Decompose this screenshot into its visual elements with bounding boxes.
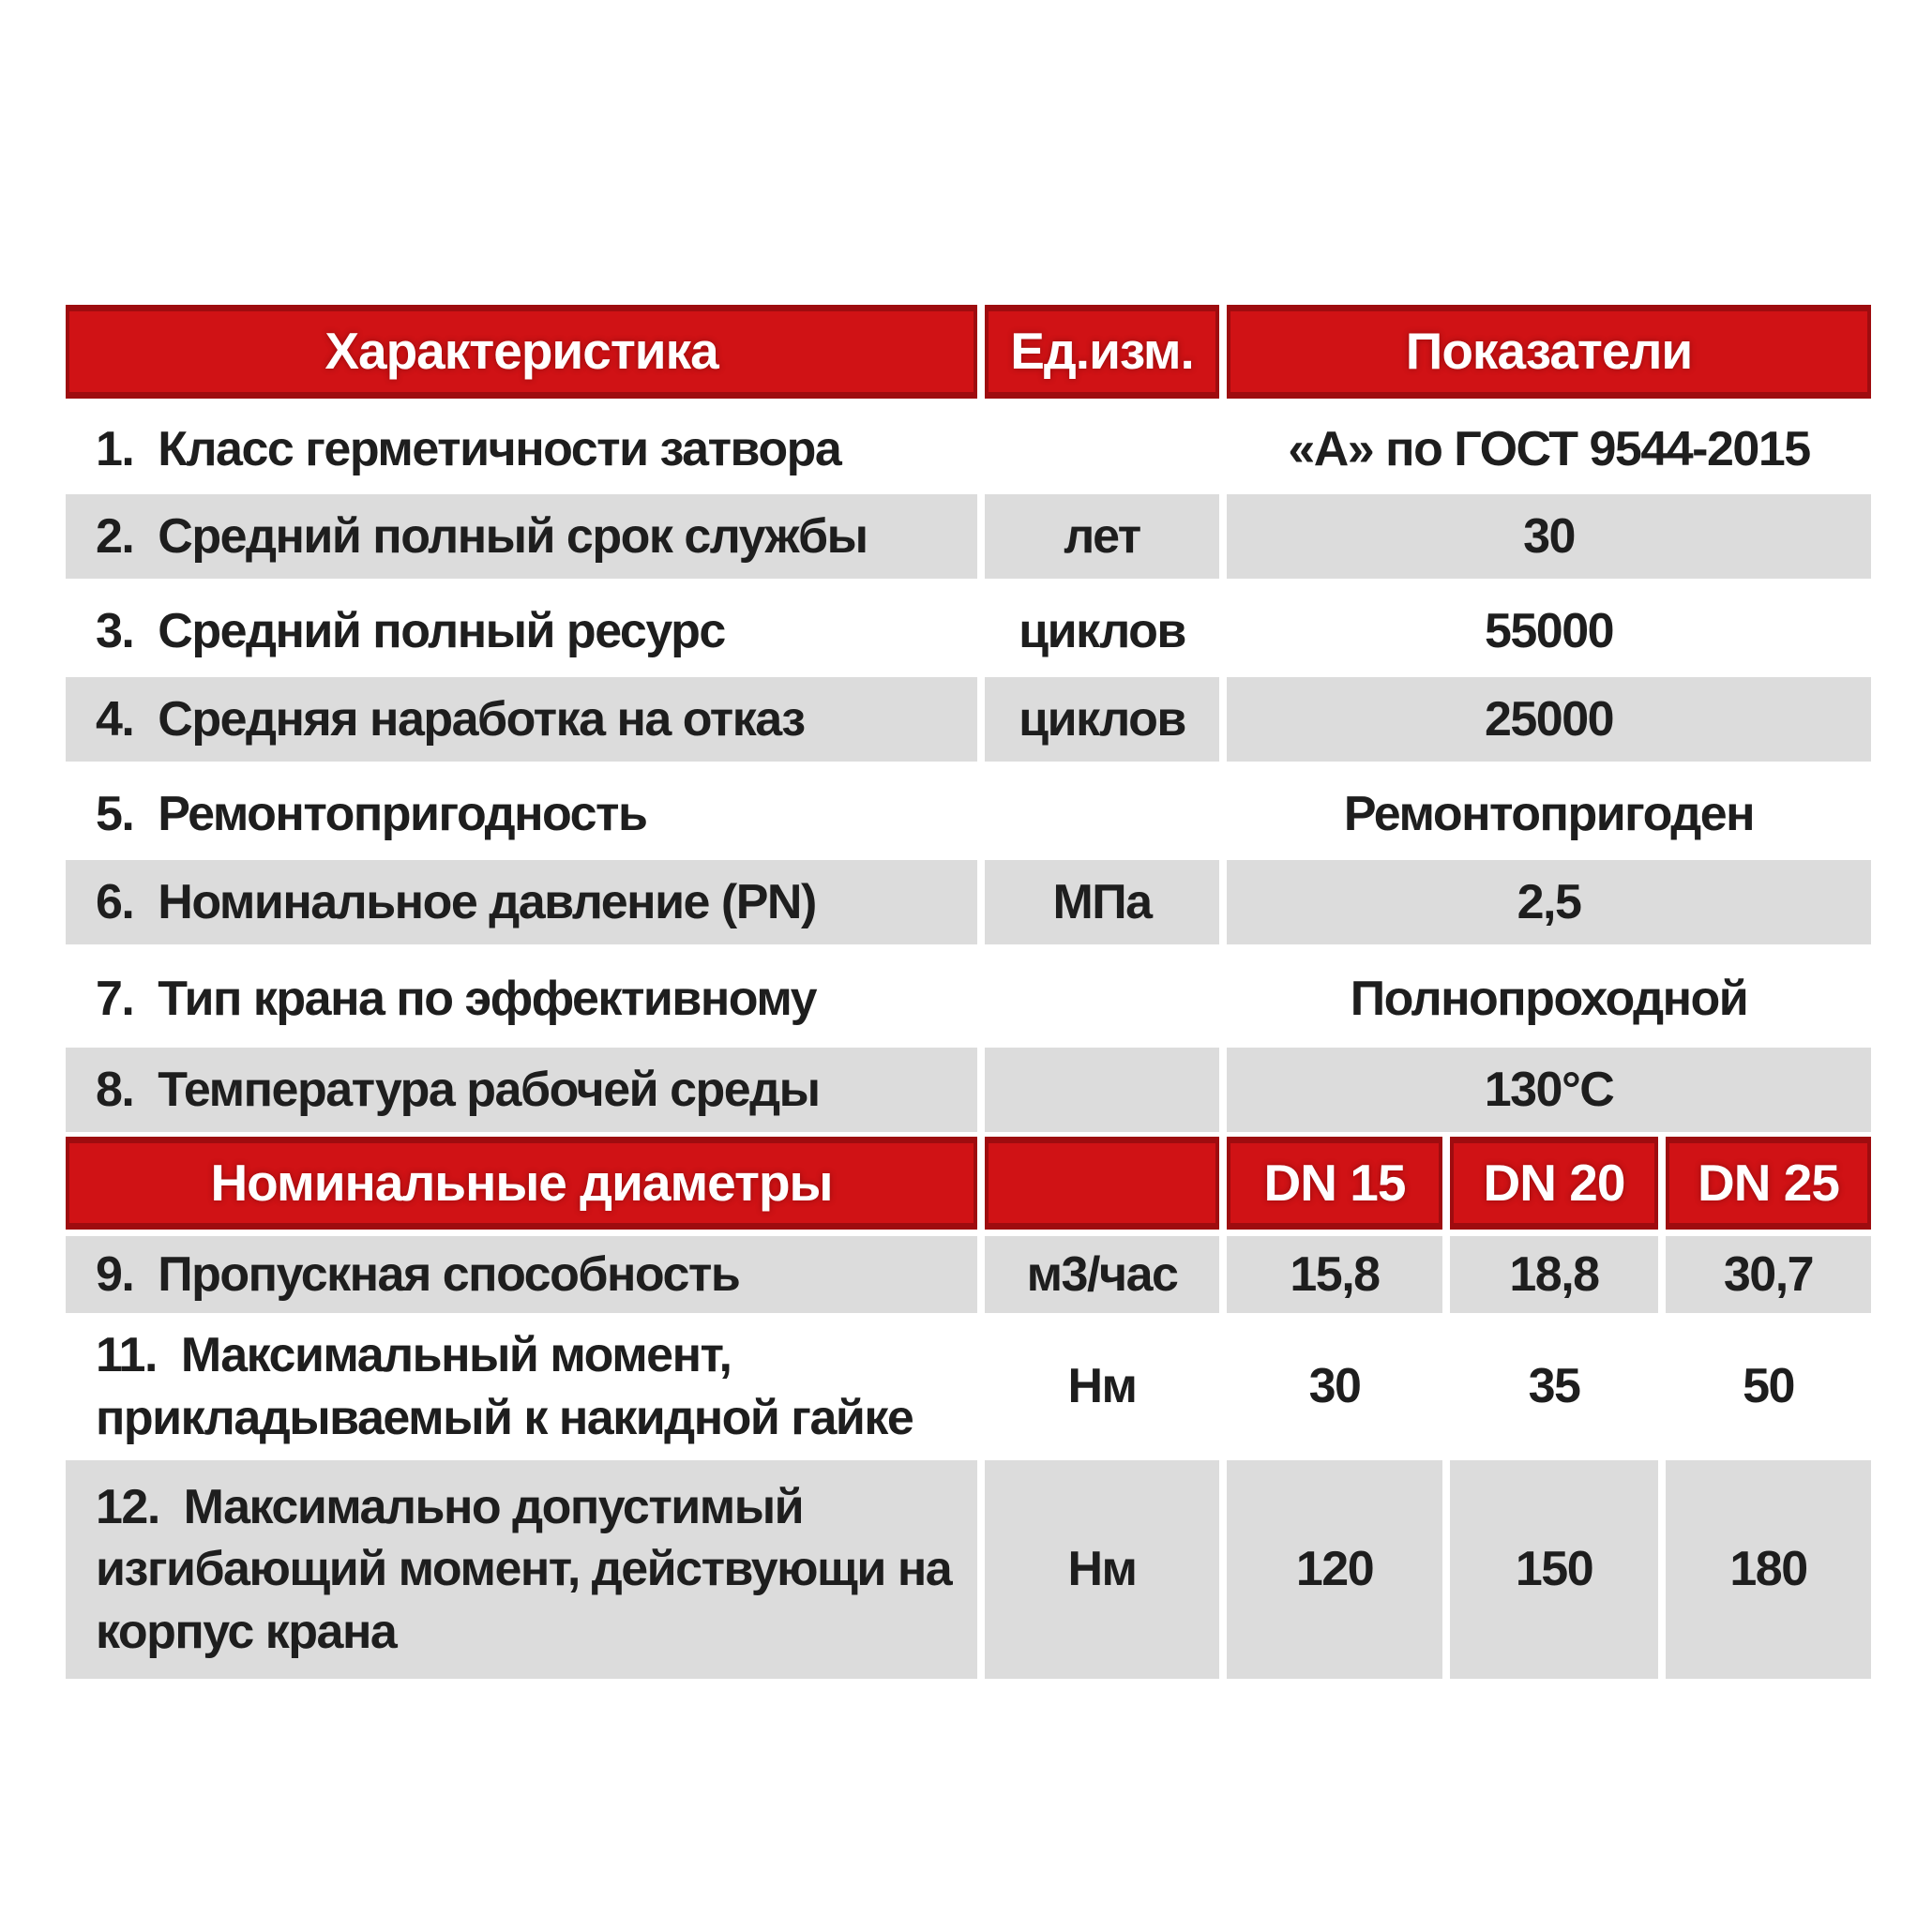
unit-cell: м3/час xyxy=(985,1236,1219,1313)
header-cell-nominal-diameters: Номинальные диаметры xyxy=(66,1137,977,1230)
dn20-value-cell: 18,8 xyxy=(1450,1236,1658,1313)
label-cell: 4. Средняя наработка на отказ xyxy=(66,677,977,762)
spec-table: Характеристика Ед.изм. Показатели 1. Кла… xyxy=(66,305,1871,1679)
unit-cell: лет xyxy=(985,494,1219,579)
dn20-value-cell: 35 xyxy=(1528,1359,1581,1414)
unit-cell xyxy=(985,405,1219,494)
unit-cell: циклов xyxy=(1019,603,1186,658)
row-working-temperature: 8. Температура рабочей среды 130°C xyxy=(66,1048,1871,1132)
value-cell: 30 xyxy=(1227,494,1871,579)
label-cell: 12. Максимально допустимый изгибающий мо… xyxy=(66,1460,977,1679)
value-cell: 2,5 xyxy=(1227,860,1871,944)
row-max-bending-moment: 12. Максимально допустимый изгибающий мо… xyxy=(66,1460,1871,1679)
label-cell: 1. Класс герметичности затвора xyxy=(96,422,842,477)
header-cell-dn25: DN 25 xyxy=(1666,1137,1871,1230)
label-cell: 9. Пропускная способность xyxy=(66,1236,977,1313)
header-cell-unit-spacer xyxy=(985,1137,1219,1230)
row-maintainability: 5. Ремонтопригодность Ремонтопригоден xyxy=(66,768,1871,860)
label-cell: 11. Максимальный момент, прикладываемый … xyxy=(96,1328,914,1445)
unit-cell xyxy=(985,951,1219,1048)
dn15-value-cell: 15,8 xyxy=(1227,1236,1442,1313)
dn25-value-cell: 50 xyxy=(1743,1359,1795,1414)
dn15-value-cell: 120 xyxy=(1227,1460,1442,1679)
unit-cell: Нм xyxy=(985,1460,1219,1679)
label-cell: 5. Ремонтопригодность xyxy=(96,786,648,841)
value-cell: 130°C xyxy=(1227,1048,1871,1132)
header-cell-dn15: DN 15 xyxy=(1227,1137,1442,1230)
unit-cell: циклов xyxy=(985,677,1219,762)
unit-cell: Нм xyxy=(1067,1359,1138,1414)
label-cell: 6. Номинальное давление (PN) xyxy=(66,860,977,944)
unit-cell: МПа xyxy=(985,860,1219,944)
label-cell: 7. Тип крана по эффективному xyxy=(96,972,818,1027)
value-cell: «А» по ГОСТ 9544-2015 xyxy=(1288,422,1811,477)
value-cell: Полнопроходной xyxy=(1350,972,1749,1027)
row-max-torque-nut: 11. Максимальный момент, прикладываемый … xyxy=(66,1313,1871,1460)
dn25-value-cell: 180 xyxy=(1666,1460,1871,1679)
header-cell-dn20: DN 20 xyxy=(1450,1137,1658,1230)
dn15-value-cell: 30 xyxy=(1308,1359,1362,1414)
unit-cell xyxy=(985,768,1219,860)
table-header-row: Характеристика Ед.изм. Показатели xyxy=(66,305,1871,399)
row-full-resource: 3. Средний полный ресурс циклов 55000 xyxy=(66,585,1871,677)
header-cell-indicators: Показатели xyxy=(1227,305,1871,399)
row-sealing-class: 1. Класс герметичности затвора «А» по ГО… xyxy=(66,405,1871,494)
row-flow-capacity: 9. Пропускная способность м3/час 15,8 18… xyxy=(66,1236,1871,1313)
row-service-life: 2. Средний полный срок службы лет 30 xyxy=(66,494,1871,579)
value-cell: Ремонтопригоден xyxy=(1343,786,1756,841)
dn20-value-cell: 150 xyxy=(1450,1460,1658,1679)
header-cell-characteristic: Характеристика xyxy=(66,305,977,399)
dn25-value-cell: 30,7 xyxy=(1666,1236,1871,1313)
row-mtbf: 4. Средняя наработка на отказ циклов 250… xyxy=(66,677,1871,762)
value-cell: 25000 xyxy=(1227,677,1871,762)
header-cell-unit: Ед.изм. xyxy=(985,305,1219,399)
header-row-nominal-diameters: Номинальные диаметры DN 15 DN 20 DN 25 xyxy=(66,1137,1871,1230)
label-cell: 8. Температура рабочей среды xyxy=(66,1048,977,1132)
label-cell: 2. Средний полный срок службы xyxy=(66,494,977,579)
label-cell: 3. Средний полный ресурс xyxy=(96,603,726,658)
row-nominal-pressure: 6. Номинальное давление (PN) МПа 2,5 xyxy=(66,860,1871,944)
row-valve-type: 7. Тип крана по эффективному Полнопроход… xyxy=(66,951,1871,1048)
value-cell: 55000 xyxy=(1484,603,1615,658)
unit-cell xyxy=(985,1048,1219,1132)
